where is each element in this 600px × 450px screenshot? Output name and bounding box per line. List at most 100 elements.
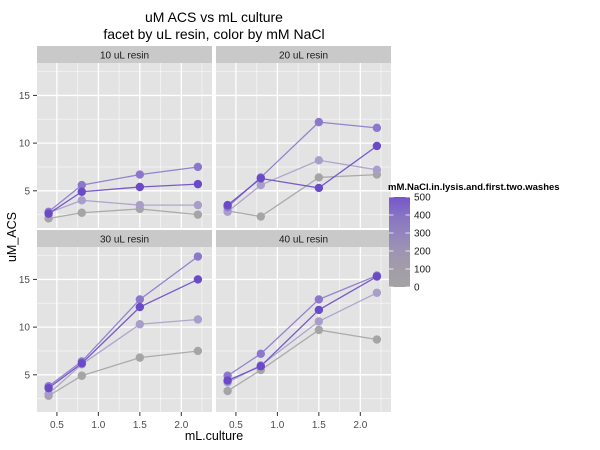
data-point-nacl-100 (256, 180, 265, 190)
data-point-nacl-0 (193, 346, 203, 356)
series-line-nacl-100 (48, 199, 198, 214)
y-axis-title: uM_ACS (5, 212, 19, 262)
legend-tick-label: 0 (414, 283, 420, 294)
data-point-nacl-100 (135, 320, 145, 329)
panel-background (216, 63, 391, 228)
x-tick-label: 0.5 (50, 420, 64, 431)
series-line-nacl-100 (48, 318, 198, 395)
data-point-nacl-0 (372, 335, 382, 344)
data-point-nacl-500 (135, 182, 145, 192)
data-point-nacl-500 (77, 187, 86, 196)
data-point-nacl-400 (77, 180, 86, 190)
data-point-nacl-100 (314, 156, 324, 165)
data-point-nacl-0 (314, 173, 324, 182)
facet-strip (216, 230, 391, 247)
series-line-nacl-0 (48, 350, 198, 397)
series-line-nacl-500 (48, 278, 199, 389)
panel-background (216, 247, 391, 412)
x-axis-title: mL.culture (185, 429, 243, 443)
data-point-nacl-0 (223, 386, 232, 396)
data-point-nacl-100 (372, 165, 382, 175)
data-point-nacl-500 (314, 183, 324, 193)
color-legend: 500 400 300 200 100 0 (389, 193, 431, 294)
y-tick-label: 15 (19, 91, 31, 102)
facet-strip (37, 46, 212, 63)
data-point-nacl-100 (193, 315, 203, 324)
x-tick-label: 1.0 (91, 420, 105, 431)
data-point-nacl-100 (77, 196, 86, 205)
series-line-nacl-400 (227, 275, 378, 377)
series-line-nacl-0 (227, 173, 377, 218)
series-line-nacl-500 (227, 276, 378, 382)
x-tick-label: 0.5 (229, 420, 243, 431)
facet-strip-label: 10 uL resin (100, 51, 149, 62)
series-line-nacl-400 (48, 256, 199, 387)
data-point-nacl-400 (135, 170, 145, 179)
data-point-nacl-0 (77, 208, 86, 217)
data-point-nacl-0 (193, 210, 203, 219)
data-point-nacl-500 (256, 174, 265, 183)
data-point-nacl-0 (135, 353, 145, 362)
series-line-nacl-500 (227, 145, 378, 206)
x-tick-label: 1.5 (133, 420, 147, 431)
data-point-nacl-0 (256, 212, 265, 221)
data-point-nacl-100 (135, 200, 145, 210)
chart-subtitle: facet by uL resin, color by mM NaCl (103, 26, 324, 42)
x-tick-label: 1.0 (270, 420, 284, 431)
data-point-nacl-400 (314, 295, 324, 304)
data-point-nacl-400 (135, 295, 145, 304)
x-tick-label: 2.0 (174, 420, 188, 431)
y-tick-label: 10 (19, 323, 31, 334)
facet-strip (216, 46, 391, 63)
legend-tick-label: 300 (414, 229, 431, 240)
legend-tick-label: 500 (414, 193, 431, 204)
series-line-nacl-0 (48, 208, 198, 220)
data-point-nacl-400 (372, 123, 382, 133)
chart-title: uM ACS vs mL culture (145, 9, 283, 25)
data-point-nacl-500 (193, 275, 203, 284)
data-point-nacl-400 (193, 162, 203, 172)
facet-strip-label: 30 uL resin (100, 235, 149, 246)
facet-strip-label: 40 uL resin (279, 235, 328, 246)
data-point-nacl-500 (372, 272, 382, 281)
legend-tick-label: 100 (414, 265, 431, 276)
series-line-nacl-0 (227, 329, 378, 392)
legend-tick-label: 200 (414, 247, 431, 258)
data-point-nacl-500 (256, 362, 265, 371)
data-point-nacl-400 (256, 349, 265, 359)
axes: 0.5 1.0 1.5 2.0 0.5 1.0 1.5 2.0 5 10 15 5 10 15 (19, 91, 368, 431)
data-point-nacl-100 (372, 288, 382, 297)
data-point-nacl-500 (372, 141, 382, 151)
data-point-nacl-500 (44, 383, 53, 393)
data-point-nacl-500 (44, 209, 53, 218)
y-tick-label: 10 (19, 139, 31, 150)
data-point-nacl-500 (77, 359, 86, 368)
data-point-nacl-400 (314, 117, 324, 127)
data-point-nacl-500 (314, 305, 324, 315)
data-point-nacl-100 (314, 317, 324, 326)
data-point-nacl-500 (193, 179, 203, 189)
data-point-nacl-400 (193, 252, 203, 261)
legend-tick-label: 400 (414, 211, 431, 222)
facet-strip-label: 20 uL resin (279, 51, 328, 62)
legend-gradient-bar (389, 197, 410, 287)
facet-panels: 10 uL resin 20 uL resin 30 uL resin 40 uL r… (37, 46, 391, 412)
panel-background (37, 63, 212, 228)
data-point-nacl-500 (223, 200, 232, 210)
y-tick-label: 5 (24, 370, 30, 381)
series-line-nacl-400 (48, 166, 198, 213)
x-tick-label: 2.0 (353, 420, 367, 431)
series-line-nacl-500 (48, 183, 198, 215)
facet-strip (37, 230, 212, 247)
y-tick-label: 5 (24, 186, 30, 197)
data-point-nacl-0 (314, 325, 324, 335)
legend-title: mM.NaCl.in.lysis.and.first.two.washes (388, 182, 560, 193)
data-point-nacl-0 (77, 371, 86, 380)
y-tick-label: 15 (19, 275, 31, 286)
data-point-nacl-100 (193, 200, 203, 210)
data-point-nacl-500 (135, 302, 145, 312)
x-tick-label: 1.5 (312, 420, 326, 431)
series-line-nacl-100 (227, 159, 378, 213)
